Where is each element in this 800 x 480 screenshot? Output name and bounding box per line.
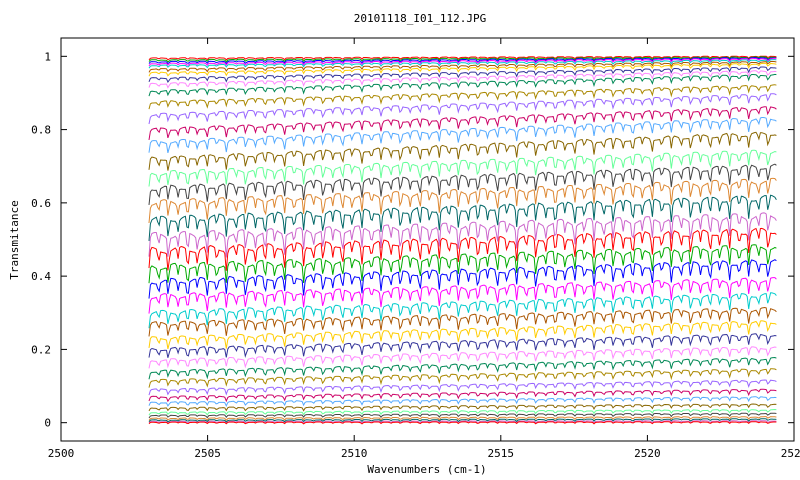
series-line xyxy=(148,333,777,358)
series-line xyxy=(148,106,777,140)
series-line xyxy=(148,73,777,97)
series-line xyxy=(148,131,777,171)
y-tick-label: 0.4 xyxy=(31,270,51,283)
series-line xyxy=(148,306,777,337)
x-tick-label: 2515 xyxy=(488,447,515,460)
series-line xyxy=(148,84,777,110)
series-line xyxy=(148,421,777,425)
series-line xyxy=(148,277,777,314)
x-tick-label: 2500 xyxy=(48,447,75,460)
y-tick-label: 0.8 xyxy=(31,124,51,137)
series-line xyxy=(148,163,777,205)
plot-frame xyxy=(60,37,795,442)
series-line xyxy=(148,61,777,73)
series-line xyxy=(148,320,777,350)
y-tick-label: 0 xyxy=(44,417,51,430)
series-line xyxy=(148,149,777,187)
chart-title: 20101118_I01_112.JPG xyxy=(354,12,486,25)
series-line xyxy=(148,62,777,77)
x-axis: 2500 2505 2510 2515 2520 2525 xyxy=(48,38,800,460)
series-line xyxy=(148,356,777,380)
series-line xyxy=(148,227,777,271)
x-tick-label: 2520 xyxy=(634,447,661,460)
series-line xyxy=(148,412,777,419)
x-tick-label: 2525 xyxy=(781,447,800,460)
series-line xyxy=(148,117,777,154)
series-line xyxy=(148,292,777,329)
series-line xyxy=(148,244,777,284)
series-line xyxy=(148,57,777,67)
series-line xyxy=(148,93,777,125)
series-line xyxy=(148,194,777,241)
series-line xyxy=(148,346,777,369)
x-tick-label: 2505 xyxy=(194,447,221,460)
series-line xyxy=(148,177,777,224)
x-axis-label: Wavenumbers (cm-1) xyxy=(367,463,486,476)
y-axis-label: Transmitance xyxy=(8,200,21,279)
series-line xyxy=(148,379,777,396)
series-layer xyxy=(148,55,777,425)
y-tick-label: 1 xyxy=(44,50,51,63)
series-line xyxy=(148,59,777,69)
series-line xyxy=(148,56,777,63)
series-line xyxy=(148,418,777,423)
series-line xyxy=(148,70,777,89)
series-line xyxy=(148,408,777,416)
series-line xyxy=(148,259,777,299)
series-line xyxy=(148,396,777,407)
y-tick-label: 0.2 xyxy=(31,343,51,356)
series-line xyxy=(148,416,777,421)
y-tick-label: 0.6 xyxy=(31,197,51,210)
series-line xyxy=(148,57,777,65)
series-line xyxy=(148,368,777,388)
series-line xyxy=(148,420,777,424)
series-line xyxy=(148,55,777,61)
series-line xyxy=(148,212,777,258)
series-line xyxy=(148,66,777,84)
series-line xyxy=(148,403,777,412)
series-line xyxy=(148,388,777,403)
y-axis: 0 0.2 0.4 0.6 0.8 1 xyxy=(31,50,794,430)
x-tick-label: 2510 xyxy=(341,447,368,460)
